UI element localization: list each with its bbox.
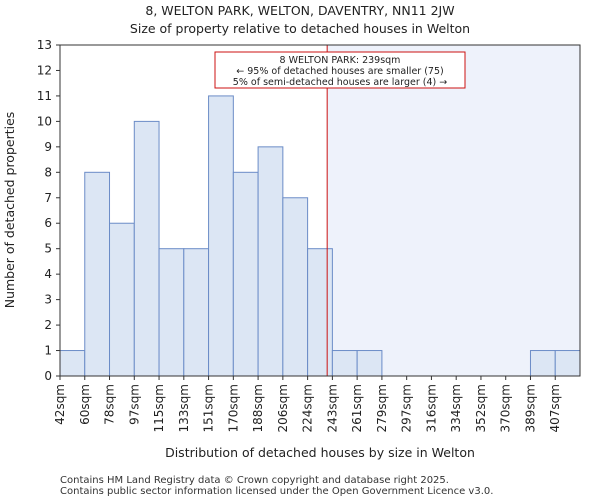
x-tick-label: 389sqm xyxy=(523,384,537,432)
highlight-region xyxy=(327,45,580,376)
bar-206sqm xyxy=(282,197,309,377)
x-tick-label: 115sqm xyxy=(152,384,166,432)
bar-407sqm xyxy=(554,350,581,377)
bar-42sqm xyxy=(59,350,86,377)
annotation-line-3: 5% of semi-detached houses are larger (4… xyxy=(233,77,447,88)
y-tick-label: 0 xyxy=(44,369,52,383)
x-axis-label: Distribution of detached houses by size … xyxy=(165,445,475,460)
x-tick-label: 97sqm xyxy=(127,384,141,425)
bar-261sqm xyxy=(356,350,383,377)
y-tick-label: 3 xyxy=(44,293,52,307)
bar-243sqm xyxy=(331,350,358,377)
y-tick-label: 4 xyxy=(44,267,52,281)
annotation-box: 8 WELTON PARK: 239sqm ← 95% of detached … xyxy=(214,51,466,89)
x-tick-label: 352sqm xyxy=(474,384,488,432)
x-tick-label: 170sqm xyxy=(226,384,240,432)
x-tick-label: 261sqm xyxy=(350,384,364,432)
x-tick-label: 78sqm xyxy=(103,384,117,425)
y-tick-label: 13 xyxy=(37,38,52,52)
x-tick-label: 279sqm xyxy=(375,384,389,432)
footer-line-2: Contains public sector information licen… xyxy=(60,486,493,497)
y-tick-label: 7 xyxy=(44,191,52,205)
x-tick-label: 42sqm xyxy=(53,384,67,425)
y-tick-label: 12 xyxy=(37,63,52,77)
annotation-line-2: ← 95% of detached houses are smaller (75… xyxy=(236,66,443,77)
bar-60sqm xyxy=(84,171,111,377)
x-tick-label: 151sqm xyxy=(202,384,216,432)
x-tick-label: 407sqm xyxy=(548,384,562,432)
bar-389sqm xyxy=(529,350,556,377)
bar-78sqm xyxy=(109,222,135,377)
x-tick-label: 334sqm xyxy=(449,384,463,432)
x-tick-label: 133sqm xyxy=(177,384,191,432)
footer-line-1: Contains HM Land Registry data © Crown c… xyxy=(60,475,449,486)
chart-title: 8, WELTON PARK, WELTON, DAVENTRY, NN11 2… xyxy=(145,3,454,18)
annotation-line-1: 8 WELTON PARK: 239sqm xyxy=(280,55,401,66)
bar-97sqm xyxy=(133,120,160,377)
y-tick-label: 8 xyxy=(44,165,52,179)
x-tick-label: 224sqm xyxy=(301,384,315,432)
y-tick-label: 11 xyxy=(37,89,52,103)
x-tick-label: 243sqm xyxy=(325,384,339,432)
y-tick-label: 2 xyxy=(44,318,52,332)
x-tick-label: 297sqm xyxy=(400,384,414,432)
x-tick-label: 188sqm xyxy=(251,384,265,432)
plot-frame xyxy=(59,44,581,377)
chart-subtitle: Size of property relative to detached ho… xyxy=(130,21,470,36)
y-tick-label: 1 xyxy=(44,344,52,358)
x-tick-label: 60sqm xyxy=(78,384,92,425)
y-tick-label: 9 xyxy=(44,140,52,154)
y-tick-label: 10 xyxy=(37,114,52,128)
y-tick-label: 6 xyxy=(44,216,52,230)
bar-224sqm xyxy=(307,248,333,377)
x-tick-label: 370sqm xyxy=(499,384,513,432)
bar-188sqm xyxy=(257,146,284,377)
x-tick-label: 316sqm xyxy=(424,384,438,432)
bar-151sqm xyxy=(208,95,234,377)
y-axis-label: Number of detached properties xyxy=(2,112,17,309)
bar-133sqm xyxy=(183,248,210,377)
bar-115sqm xyxy=(158,248,185,377)
y-tick-label: 5 xyxy=(44,242,52,256)
bar-170sqm xyxy=(232,171,259,377)
x-tick-label: 206sqm xyxy=(276,384,290,432)
